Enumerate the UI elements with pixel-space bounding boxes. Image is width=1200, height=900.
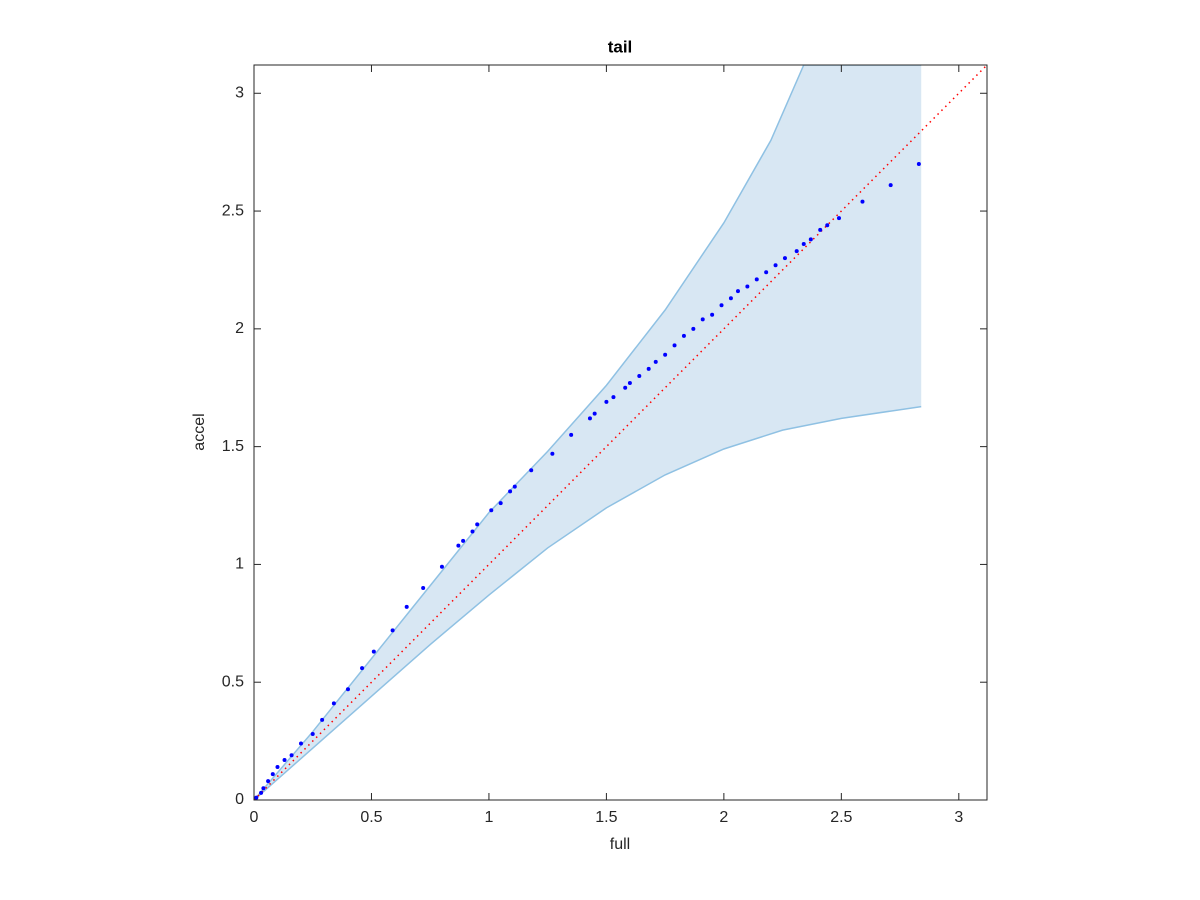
confidence-band	[254, 65, 922, 800]
y-tick-label: 3	[235, 84, 244, 101]
data-point	[266, 779, 271, 784]
data-point	[653, 359, 658, 364]
data-point	[282, 757, 287, 762]
data-point	[691, 326, 696, 331]
x-tick-label: 0.5	[360, 809, 382, 826]
data-point	[592, 411, 597, 416]
data-point	[360, 666, 365, 671]
data-point	[681, 333, 686, 338]
data-point	[710, 312, 715, 317]
data-point	[270, 772, 275, 777]
x-tick-label: 2	[719, 809, 728, 826]
data-point	[498, 501, 503, 506]
data-point	[331, 701, 336, 706]
y-tick-label: 0.5	[222, 673, 244, 690]
x-tick-label: 1	[484, 809, 493, 826]
data-point	[421, 585, 426, 590]
y-tick-label: 1	[235, 556, 244, 573]
data-point	[289, 753, 294, 758]
data-point	[818, 227, 823, 232]
x-tick-label: 2.5	[830, 809, 852, 826]
data-point	[470, 529, 475, 534]
x-tick-label: 3	[954, 809, 963, 826]
data-point	[888, 183, 893, 188]
data-point	[475, 522, 480, 527]
data-point	[646, 366, 651, 371]
data-point	[320, 717, 325, 722]
y-tick-label: 2	[235, 320, 244, 337]
data-point	[604, 399, 609, 404]
chart-title: tail	[608, 37, 633, 56]
data-point	[663, 352, 668, 357]
y-tick-label: 0	[235, 791, 244, 808]
data-point	[390, 628, 395, 633]
data-point	[404, 604, 409, 609]
data-point	[623, 385, 628, 390]
data-point	[587, 416, 592, 421]
y-tick-label: 2.5	[222, 202, 244, 219]
data-point	[261, 786, 266, 791]
data-point	[700, 317, 705, 322]
data-point	[719, 303, 724, 308]
data-point	[275, 765, 280, 770]
x-tick-label: 1.5	[595, 809, 617, 826]
data-point	[529, 468, 534, 473]
data-point	[672, 343, 677, 348]
data-point	[782, 256, 787, 261]
data-point	[637, 373, 642, 378]
data-point	[836, 216, 841, 221]
data-point	[456, 543, 461, 548]
data-point	[371, 649, 376, 654]
x-tick-label: 0	[250, 809, 259, 826]
data-point	[298, 741, 303, 746]
x-axis-label: full	[610, 836, 630, 853]
data-point	[916, 161, 921, 166]
data-point	[508, 489, 513, 494]
data-point	[461, 538, 466, 543]
data-point	[825, 223, 830, 228]
data-point	[754, 277, 759, 282]
data-point	[728, 296, 733, 301]
data-point	[254, 795, 259, 800]
data-point	[735, 289, 740, 294]
data-point	[808, 237, 813, 242]
plot-area	[254, 65, 987, 800]
data-point	[773, 263, 778, 268]
data-point	[764, 270, 769, 275]
data-point	[439, 564, 444, 569]
band-edge	[254, 65, 922, 800]
y-axis-label: accel	[191, 413, 208, 450]
data-point	[512, 484, 517, 489]
data-point	[550, 451, 555, 456]
axes-box	[253, 64, 988, 801]
data-point	[801, 242, 806, 247]
y-tick-label: 1.5	[222, 438, 244, 455]
data-point	[611, 395, 616, 400]
data-point	[310, 732, 315, 737]
data-point	[489, 508, 494, 513]
data-point	[569, 432, 574, 437]
data-point	[627, 381, 632, 386]
band-edge	[254, 405, 922, 800]
data-point	[860, 199, 865, 204]
data-point	[745, 284, 750, 289]
data-point	[259, 790, 264, 795]
data-point	[794, 249, 799, 254]
data-point	[345, 687, 350, 692]
